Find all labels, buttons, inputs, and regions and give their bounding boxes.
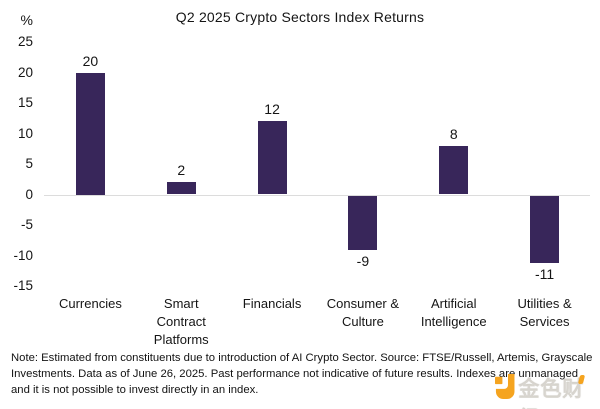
category-label: Consumer & Culture: [326, 296, 400, 329]
bar-value-label: 12: [264, 101, 280, 118]
category-label: Currencies: [58, 296, 122, 311]
y-tick-label: 0: [25, 186, 33, 202]
bar-currencies: [75, 72, 105, 195]
source-note: Note: Estimated from constituents due to…: [11, 352, 593, 396]
bar-value-label: 2: [177, 162, 186, 179]
category-label: Artificial Intelligence: [420, 296, 487, 329]
y-tick-label: 25: [17, 34, 33, 49]
bar-value-label: 20: [82, 52, 99, 69]
bar-smart-contract-platforms: [166, 182, 196, 195]
bar-value-label: -9: [356, 253, 370, 270]
y-tick-label: 10: [17, 125, 33, 141]
bar-value-label: -11: [534, 265, 555, 282]
category-label: Utilities & Services: [517, 296, 572, 329]
category-label: Financials: [242, 296, 302, 311]
y-tick-label: -5: [20, 217, 33, 232]
y-tick-label: 20: [17, 64, 33, 80]
y-tick-label: 5: [25, 156, 33, 171]
bar-value-label: 8: [449, 125, 458, 142]
y-tick-label: 15: [17, 95, 33, 110]
bar-consumer-culture: [348, 195, 378, 251]
category-label: Smart Contract Platforms: [153, 296, 209, 347]
y-tick-label: -10: [13, 247, 33, 263]
y-axis-unit-label: %: [20, 12, 33, 28]
bar-financials: [257, 121, 287, 195]
chart-title: Q2 2025 Crypto Sectors Index Returns: [175, 9, 425, 25]
bar-utilities-services: [530, 195, 560, 263]
zero-gridline: [44, 194, 590, 196]
y-tick-label: -15: [13, 278, 33, 293]
bar-artificial-intelligence: [439, 145, 469, 195]
